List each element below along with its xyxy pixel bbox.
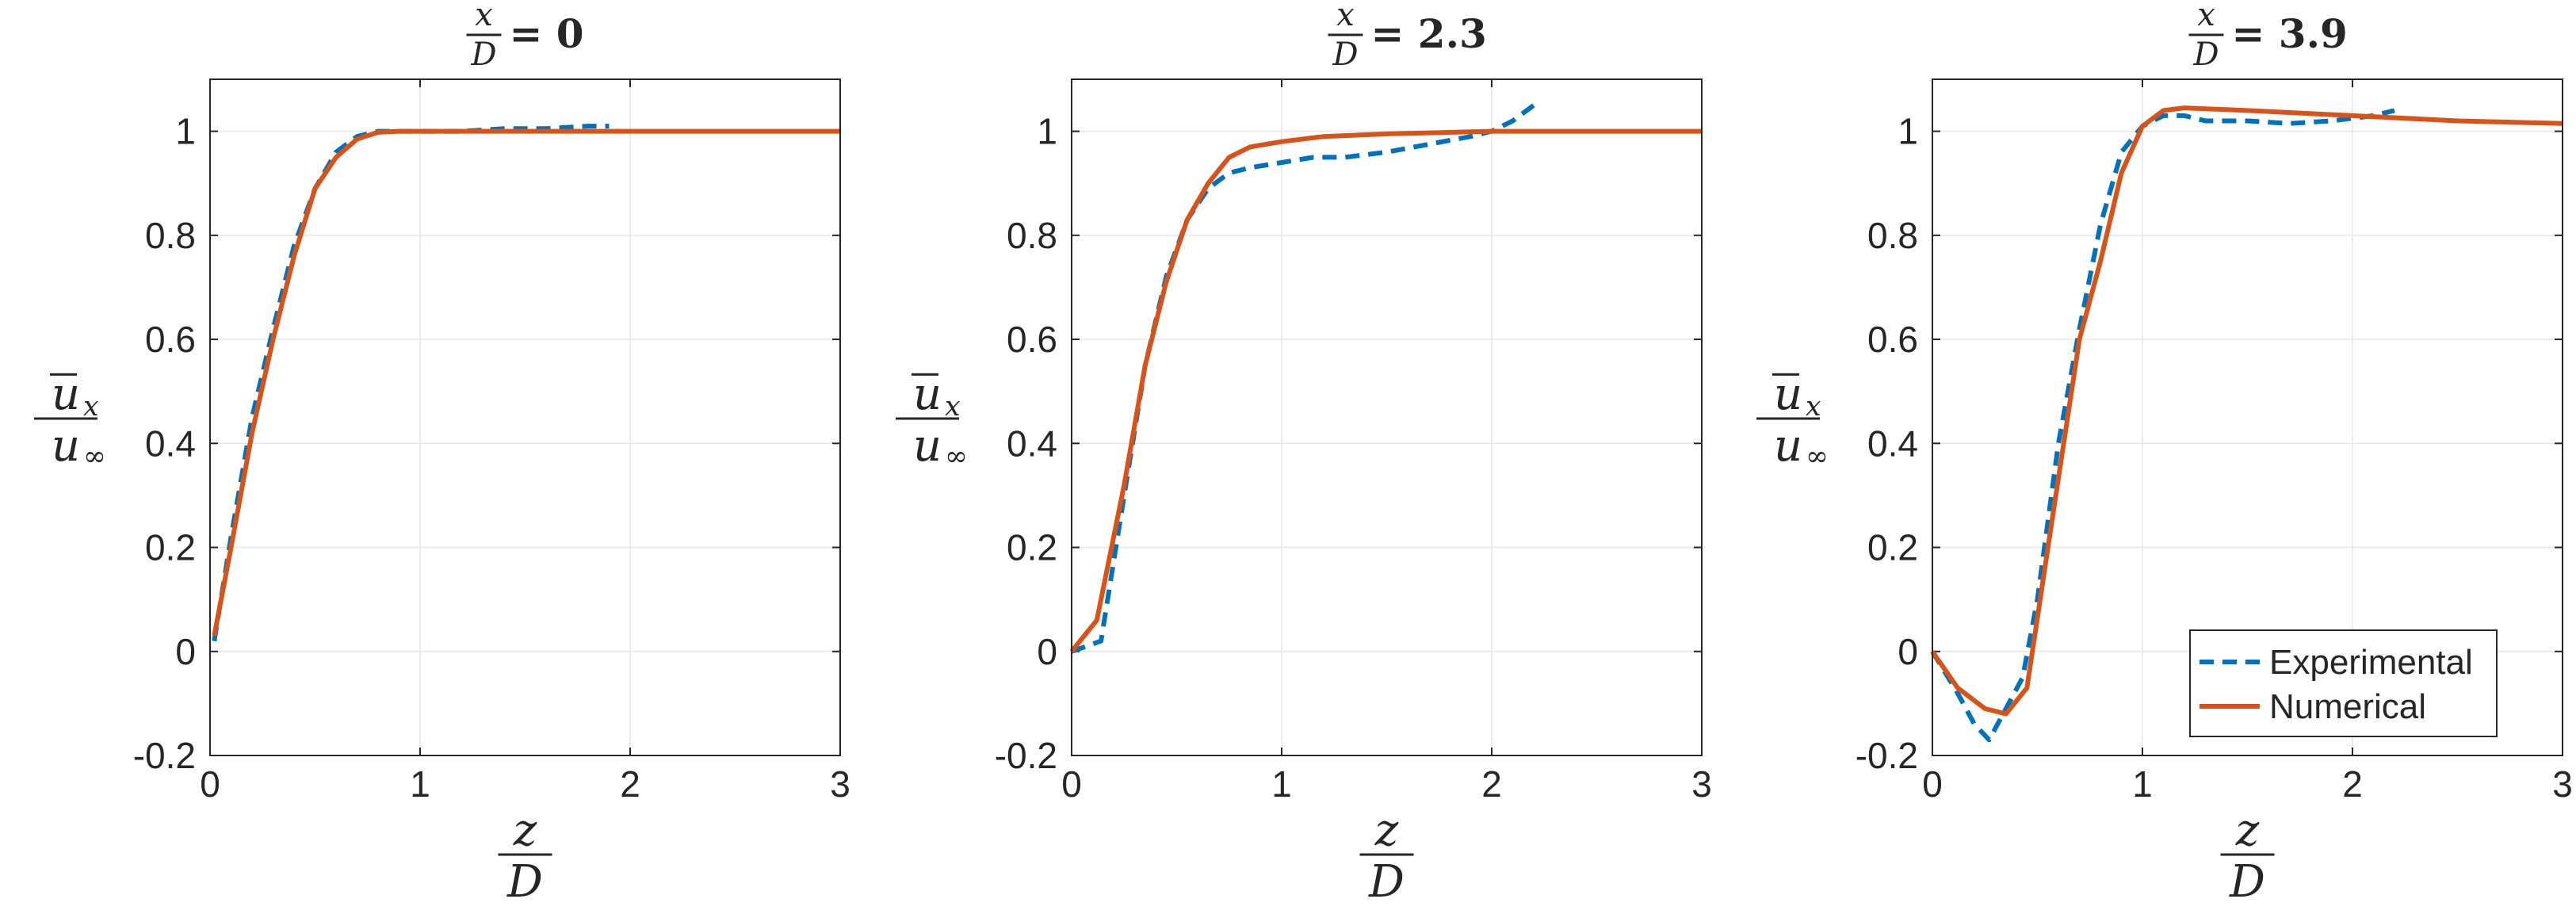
plot-area (210, 79, 840, 755)
y-axis-label-numerator: u (1774, 369, 1802, 420)
y-axis-label-numerator-subscript: x (83, 391, 99, 423)
y-axis-label-denominator: u (913, 420, 942, 472)
axes-box (1932, 78, 2563, 756)
x-tick-label: 2 (1481, 763, 1502, 805)
title-value: = 3.9 (2232, 10, 2348, 57)
experimental-series-line (1930, 108, 2395, 743)
title-fraction-numerator: x (1336, 0, 1355, 33)
y-axis-label-numerator: u (52, 369, 80, 420)
y-tick-label: 0.6 (1007, 319, 1057, 360)
x-tick-label: 0 (200, 763, 220, 805)
title-fraction-denominator: D (1332, 36, 1358, 73)
x-tick-label: 1 (2132, 763, 2153, 805)
title-fraction: xD (466, 0, 502, 73)
y-axis-label: u xu ∞ (1756, 369, 1829, 472)
y-tick-label: 1 (175, 111, 196, 152)
x-tick-label: 0 (1061, 763, 1082, 805)
legend: Experimental Numerical (2189, 629, 2498, 737)
panel-title: xD = 0 (466, 0, 584, 73)
y-tick-label: 0.2 (1007, 527, 1057, 568)
x-tick-label: 2 (2342, 763, 2363, 805)
y-axis-label-denominator: u (52, 420, 80, 472)
y-tick-label: 0 (1037, 631, 1057, 672)
x-axis-label-denominator: D (2229, 856, 2265, 908)
x-tick-label: 1 (410, 763, 430, 805)
x-axis-label-numerator: z (1374, 805, 1399, 856)
y-tick-label: -0.2 (1856, 735, 1918, 776)
y-tick-label: 0 (175, 631, 196, 672)
axes-box (209, 78, 841, 756)
y-tick-label: 0.2 (1867, 527, 1918, 568)
y-tick-label: 0.6 (1867, 319, 1918, 360)
y-tick-label: 0.2 (145, 527, 196, 568)
plot-area (1072, 79, 1702, 755)
y-tick-label: 0.4 (1867, 423, 1918, 464)
numerical-series-line (212, 128, 840, 637)
title-fraction-denominator: D (470, 36, 496, 73)
legend-experimental-label: Experimental (2269, 643, 2473, 682)
x-axis-label: zD (2220, 805, 2275, 908)
experimental-series-line (212, 124, 610, 642)
x-axis-label: zD (1359, 805, 1414, 908)
title-fraction: xD (2188, 0, 2224, 73)
y-axis-label-denominator-subscript: ∞ (1806, 441, 1829, 472)
x-tick-label: 3 (2552, 763, 2573, 805)
y-tick-label: 1 (1037, 111, 1057, 152)
title-fraction-denominator: D (2192, 36, 2219, 73)
y-axis-label-denominator: u (1774, 420, 1802, 472)
title-fraction-numerator: x (2197, 0, 2215, 33)
panel-title: xD = 2.3 (1328, 0, 1487, 73)
x-axis-label-denominator: D (506, 856, 543, 908)
x-tick-label: 2 (620, 763, 640, 805)
y-tick-label: 1 (1898, 111, 1918, 152)
x-axis-label-numerator: z (2235, 805, 2260, 856)
title-value: = 2.3 (1371, 10, 1487, 57)
y-tick-label: 0.8 (1867, 215, 1918, 256)
y-axis-label-numerator-subscript: x (945, 391, 961, 423)
y-axis-label: u xu ∞ (34, 369, 106, 472)
numerical-series-line (1069, 128, 1702, 653)
x-axis-label: zD (498, 805, 552, 908)
y-tick-label: 0.8 (1007, 215, 1057, 256)
title-fraction-numerator: x (475, 0, 493, 33)
y-tick-label: 0 (1898, 631, 1918, 672)
y-axis-label-denominator-subscript: ∞ (945, 441, 968, 472)
y-tick-label: 0.8 (145, 215, 196, 256)
y-axis-label-denominator-subscript: ∞ (83, 441, 106, 472)
x-tick-label: 3 (1691, 763, 1712, 805)
numerical-series-line (1930, 105, 2563, 717)
x-tick-label: 1 (1271, 763, 1292, 805)
y-tick-label: 0.6 (145, 319, 196, 360)
y-tick-label: 0.4 (1007, 423, 1057, 464)
y-tick-label: -0.2 (133, 735, 196, 776)
y-tick-label: -0.2 (995, 735, 1057, 776)
legend-box (2189, 629, 2498, 737)
x-tick-label: 0 (1922, 763, 1943, 805)
x-axis-label-denominator: D (1368, 856, 1405, 908)
title-fraction: xD (1328, 0, 1363, 73)
y-tick-label: 0.4 (145, 423, 196, 464)
axes-box (1071, 78, 1703, 756)
legend-numerical-label: Numerical (2269, 687, 2426, 726)
title-value: = 0 (510, 10, 584, 57)
x-tick-label: 3 (830, 763, 850, 805)
panel-title: xD = 3.9 (2188, 0, 2348, 73)
y-axis-label-numerator-subscript: x (1806, 391, 1821, 423)
y-axis-label: u xu ∞ (896, 369, 968, 472)
x-axis-label-numerator: z (513, 805, 537, 856)
y-axis-label-numerator: u (913, 369, 942, 420)
